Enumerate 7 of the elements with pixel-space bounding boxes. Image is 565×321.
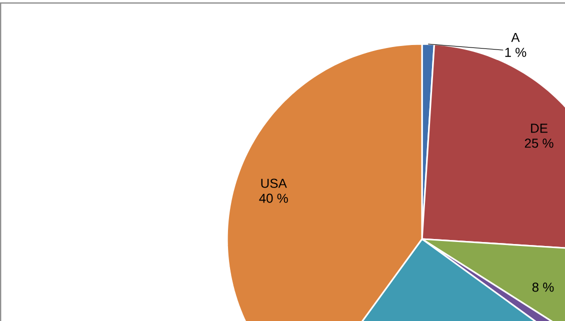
- data-label: 8 %: [532, 282, 554, 292]
- slice-label: A: [511, 32, 520, 42]
- data-label: 25 %: [524, 138, 554, 148]
- data-label: 1 %: [505, 48, 526, 57]
- data-label: 40 %: [259, 194, 288, 203]
- slice-label: DE: [531, 124, 548, 133]
- slice-label: USA: [261, 178, 287, 188]
